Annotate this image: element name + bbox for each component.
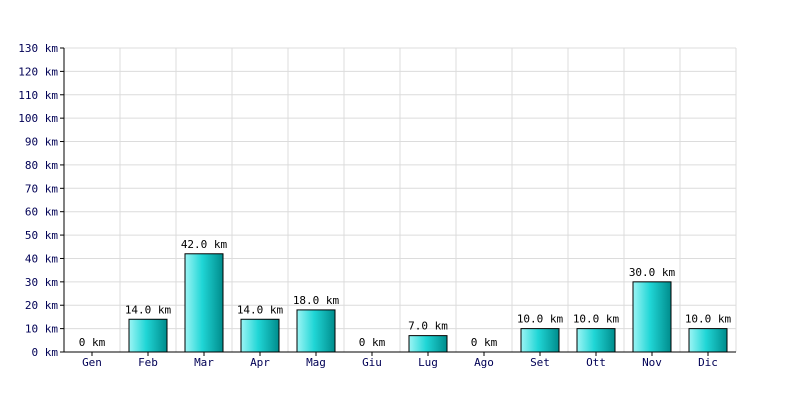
y-tick-label: 70 km [25, 182, 58, 195]
y-tick-labels: 0 km 10 km 20 km 30 km 40 km 50 km 60 km 70 km 8… [18, 42, 58, 359]
bar-feb [128, 318, 168, 353]
y-tick-label: 40 km [25, 252, 58, 265]
x-tick-label-dic: Dic [698, 356, 718, 369]
bar-set [520, 328, 560, 353]
bar-lug [408, 335, 448, 353]
data-label-gen: 0 km [79, 336, 106, 349]
axes [60, 47, 736, 356]
bar-mag [296, 309, 336, 353]
x-tick-label-giu: Giu [362, 356, 382, 369]
bar-apr [240, 318, 280, 353]
data-label-feb: 14.0 km [125, 303, 172, 316]
x-tick-label-mar: Mar [194, 356, 214, 369]
data-label-mag: 18.0 km [293, 294, 340, 307]
data-label-set: 10.0 km [517, 313, 564, 326]
y-tick-label: 130 km [18, 42, 58, 55]
y-tick-label: 20 km [25, 299, 58, 312]
data-label-giu: 0 km [359, 336, 386, 349]
y-tick-label: 80 km [25, 159, 58, 172]
y-tick-label: 90 km [25, 136, 58, 149]
x-tick-label-ott: Ott [586, 356, 606, 369]
data-labels: 0 km 14.0 km 42.0 km 14.0 km 18.0 km 0 km 7.0 … [79, 238, 732, 349]
data-label-ott: 10.0 km [573, 313, 620, 326]
x-tick-labels: Gen Feb Mar Apr Mag Giu Lug Ago Set Ott Nov Dic [82, 356, 718, 369]
x-tick-label-ago: Ago [474, 356, 494, 369]
y-tick-label: 110 km [18, 89, 58, 102]
data-label-mar: 42.0 km [181, 238, 228, 251]
bar-mar [184, 253, 224, 353]
y-tick-label: 10 km [25, 323, 58, 336]
x-tick-label-feb: Feb [138, 356, 158, 369]
bar-nov [632, 281, 672, 353]
y-tick-label: 100 km [18, 112, 58, 125]
data-label-apr: 14.0 km [237, 303, 284, 316]
grid-lines [64, 47, 737, 352]
data-label-dic: 10.0 km [685, 313, 732, 326]
y-tick-label: 30 km [25, 276, 58, 289]
x-tick-label-lug: Lug [418, 356, 438, 369]
x-tick-label-nov: Nov [642, 356, 662, 369]
y-tick-label: 60 km [25, 206, 58, 219]
bar-ott [576, 328, 616, 353]
x-tick-label-apr: Apr [250, 356, 270, 369]
data-label-ago: 0 km [471, 336, 498, 349]
data-label-lug: 7.0 km [408, 320, 448, 333]
x-tick-label-gen: Gen [82, 356, 102, 369]
y-tick-label: 120 km [18, 65, 58, 78]
x-tick-label-mag: Mag [306, 356, 326, 369]
data-label-nov: 30.0 km [629, 266, 676, 279]
y-tick-label: 50 km [25, 229, 58, 242]
x-tick-label-set: Set [530, 356, 550, 369]
y-tick-label: 0 km [32, 346, 59, 359]
bar-dic [688, 328, 728, 353]
